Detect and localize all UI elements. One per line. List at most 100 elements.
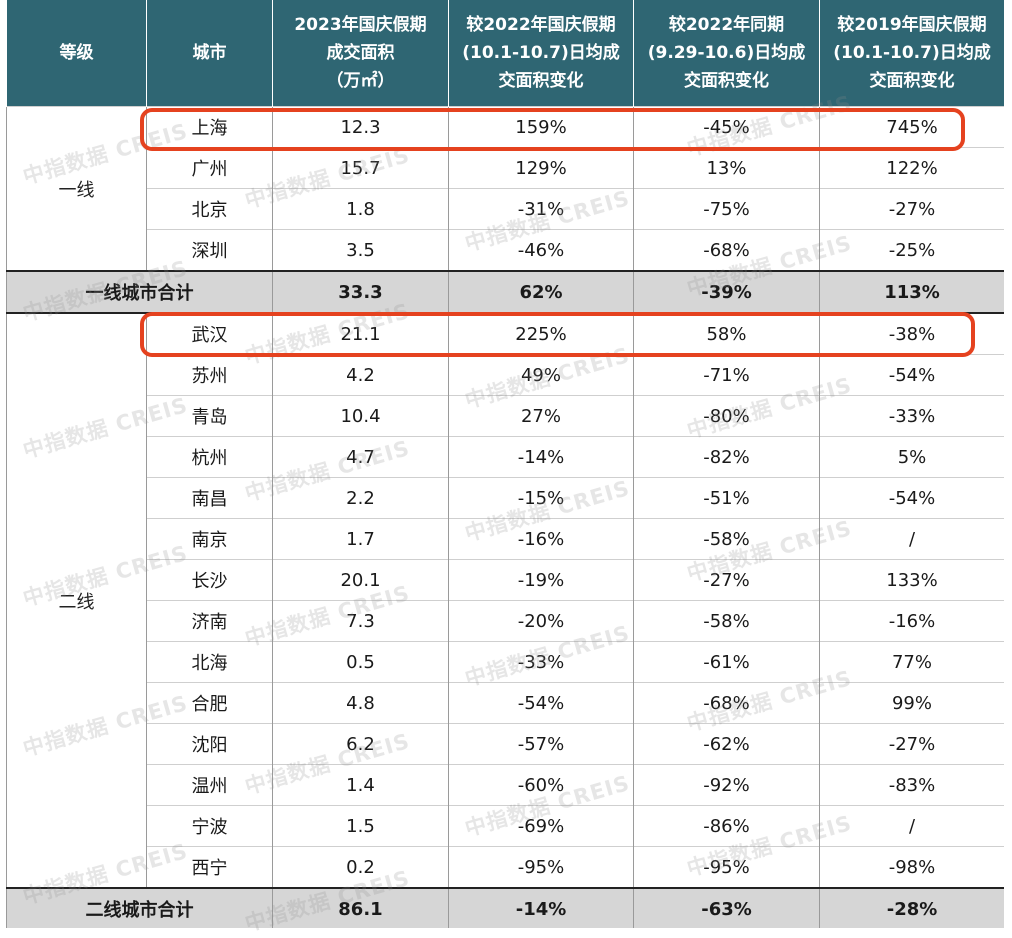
change-cell: -68%	[633, 682, 820, 724]
change-cell: -57%	[448, 723, 634, 765]
change-cell: -19%	[448, 559, 634, 601]
table-row: 二线 武汉 21.1 225% 58% -38%	[6, 312, 1004, 888]
change-cell: -83%	[819, 764, 1004, 806]
city-cell: 武汉	[146, 312, 273, 355]
change-cell: 58%	[633, 312, 820, 355]
area-cell: 1.7	[272, 518, 449, 560]
change-cell: -80%	[633, 395, 820, 437]
city-cell: 宁波	[146, 805, 273, 847]
area-cell: 12.3	[272, 106, 449, 148]
city-cell: 西宁	[146, 846, 273, 888]
change-cell: -27%	[819, 723, 1004, 765]
change-cell: 129%	[448, 147, 634, 189]
change-cell: -75%	[633, 188, 820, 230]
table-row: 温州 1.4 -60% -92% -83%	[7, 764, 1004, 806]
header-row: 等级 城市 2023年国庆假期 成交面积 （万㎡） 较2022年国庆假期 (10.1-…	[6, 0, 1004, 107]
area-cell: 2.2	[272, 477, 449, 519]
change-cell: -60%	[448, 764, 634, 806]
area-cell: 15.7	[272, 147, 449, 189]
change-cell: -98%	[819, 846, 1004, 888]
change-cell: -31%	[448, 188, 634, 230]
change-cell: -16%	[819, 600, 1004, 642]
change-cell: 99%	[819, 682, 1004, 724]
table-row: 北海 0.5 -33% -61% 77%	[7, 641, 1004, 683]
header-vs-2019-holiday: 较2019年国庆假期 (10.1-10.7)日均成 交面积变化	[819, 0, 1004, 107]
area-cell: 7.3	[272, 600, 449, 642]
table-row: 北京 1.8 -31% -75% -27%	[7, 188, 1004, 230]
total-change: 113%	[819, 270, 1004, 314]
change-cell: -95%	[633, 846, 820, 888]
table-row: 广州 15.7 129% 13% 122%	[7, 147, 1004, 189]
total-label: 一线城市合计	[6, 270, 273, 314]
change-cell: -54%	[819, 477, 1004, 519]
table-row: 沈阳 6.2 -57% -62% -27%	[7, 723, 1004, 765]
total-area: 33.3	[272, 270, 449, 314]
change-cell: -54%	[819, 354, 1004, 396]
change-cell: -20%	[448, 600, 634, 642]
change-cell: 745%	[819, 106, 1004, 148]
area-cell: 21.1	[272, 312, 449, 355]
change-cell: -95%	[448, 846, 634, 888]
table-row: 青岛 10.4 27% -80% -33%	[7, 395, 1004, 437]
city-cell: 沈阳	[146, 723, 273, 765]
change-cell: 77%	[819, 641, 1004, 683]
change-cell: -51%	[633, 477, 820, 519]
total-change: -39%	[633, 270, 820, 314]
change-cell: -38%	[819, 312, 1004, 355]
area-cell: 10.4	[272, 395, 449, 437]
change-cell: -82%	[633, 436, 820, 478]
change-cell: -68%	[633, 229, 820, 271]
change-cell: 159%	[448, 106, 634, 148]
change-cell: /	[819, 518, 1004, 560]
total-change: -63%	[633, 887, 820, 928]
total-label: 二线城市合计	[6, 887, 273, 928]
city-cell: 南京	[146, 518, 273, 560]
change-cell: -58%	[633, 518, 820, 560]
change-cell: -16%	[448, 518, 634, 560]
change-cell: -15%	[448, 477, 634, 519]
city-cell: 温州	[146, 764, 273, 806]
table-row: 南昌 2.2 -15% -51% -54%	[7, 477, 1004, 519]
change-cell: -62%	[633, 723, 820, 765]
header-vs-2022-holiday: 较2022年国庆假期 (10.1-10.7)日均成 交面积变化	[448, 0, 634, 107]
change-cell: -92%	[633, 764, 820, 806]
table-row: 一线 上海 12.3 159% -45% 745%	[6, 106, 1004, 271]
area-cell: 4.7	[272, 436, 449, 478]
holiday-sales-table: 等级 城市 2023年国庆假期 成交面积 （万㎡） 较2022年国庆假期 (10.1-…	[6, 0, 1004, 928]
tier2-total-row: 二线城市合计 86.1 -14% -63% -28%	[6, 887, 1004, 928]
city-cell: 深圳	[146, 229, 273, 271]
change-cell: 122%	[819, 147, 1004, 189]
tier1-total-row: 一线城市合计 33.3 62% -39% 113%	[6, 270, 1004, 314]
change-cell: 49%	[448, 354, 634, 396]
change-cell: -25%	[819, 229, 1004, 271]
city-cell: 北京	[146, 188, 273, 230]
change-cell: -46%	[448, 229, 634, 271]
change-cell: -14%	[448, 436, 634, 478]
total-change: -28%	[819, 887, 1004, 928]
table-row: 宁波 1.5 -69% -86% /	[7, 805, 1004, 847]
area-cell: 0.5	[272, 641, 449, 683]
city-cell: 杭州	[146, 436, 273, 478]
area-cell: 0.2	[272, 846, 449, 888]
table-row: 深圳 3.5 -46% -68% -25%	[7, 229, 1004, 271]
change-cell: -27%	[633, 559, 820, 601]
change-cell: 27%	[448, 395, 634, 437]
total-area: 86.1	[272, 887, 449, 928]
area-cell: 1.5	[272, 805, 449, 847]
city-cell: 济南	[146, 600, 273, 642]
change-cell: -58%	[633, 600, 820, 642]
table-row: 合肥 4.8 -54% -68% 99%	[7, 682, 1004, 724]
area-cell: 4.2	[272, 354, 449, 396]
change-cell: -45%	[633, 106, 820, 148]
table-row: 杭州 4.7 -14% -82% 5%	[7, 436, 1004, 478]
table-row: 苏州 4.2 49% -71% -54%	[7, 354, 1004, 396]
city-cell: 青岛	[146, 395, 273, 437]
total-change: 62%	[448, 270, 634, 314]
change-cell: -86%	[633, 805, 820, 847]
change-cell: -69%	[448, 805, 634, 847]
city-cell: 广州	[146, 147, 273, 189]
city-cell: 上海	[146, 106, 273, 148]
city-cell: 长沙	[146, 559, 273, 601]
data-table-container: 等级 城市 2023年国庆假期 成交面积 （万㎡） 较2022年国庆假期 (10.1-…	[6, 0, 1004, 928]
header-city: 城市	[146, 0, 273, 107]
